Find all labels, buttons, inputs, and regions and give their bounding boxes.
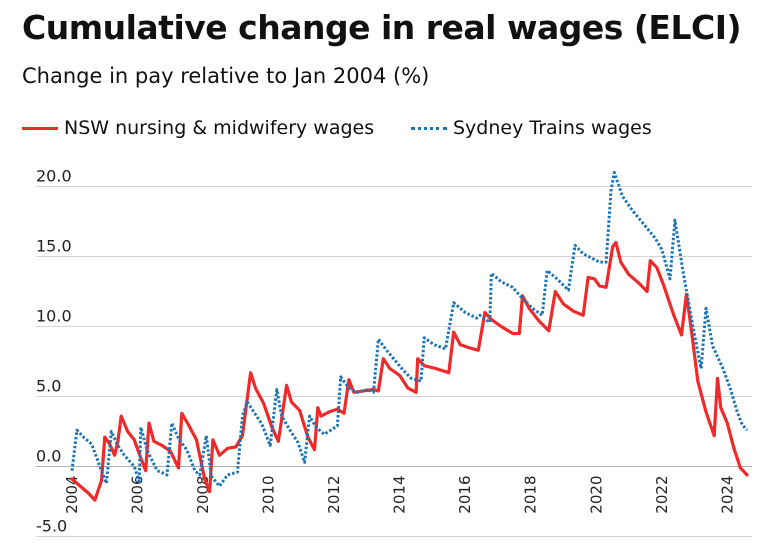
x-tick-label: 2018 [522,476,540,514]
x-tick-label: 2014 [391,476,409,514]
legend-swatch-dotted-blue [411,126,447,130]
y-tick-label: 15.0 [36,237,72,256]
legend-swatch-solid-red [22,126,58,130]
x-tick-label: 2004 [63,476,81,514]
series-line-nsw-nursing [70,240,749,502]
legend-label-nsw-nursing: NSW nursing & midwifery wages [64,117,375,139]
y-tick-label: 20.0 [36,167,72,186]
legend-label-sydney-trains: Sydney Trains wages [453,117,652,139]
x-tick-label: 2024 [718,476,736,514]
legend-item-nsw-nursing: NSW nursing & midwifery wages [22,117,374,139]
chart-title: Cumulative change in real wages (ELCI) [22,8,742,47]
x-tick-label: 2020 [587,476,605,514]
x-tick-label: 2022 [653,476,671,514]
x-tick-label: 2010 [260,476,278,514]
chart-subtitle: Change in pay relative to Jan 2004 (%) [22,64,430,88]
y-tick-label: 0.0 [36,447,61,466]
x-tick-label: 2016 [456,476,474,514]
y-tick-label: 5.0 [36,377,61,396]
x-tick-label: 2012 [325,476,343,514]
chart-legend: NSW nursing & midwifery wages Sydney Tra… [22,117,762,147]
series-line-sydney-trains [70,171,749,488]
y-tick-label: -5.0 [36,517,67,536]
x-tick-label: 2006 [129,476,147,514]
legend-item-sydney-trains: Sydney Trains wages [411,117,652,139]
y-tick-label: 10.0 [36,307,72,326]
